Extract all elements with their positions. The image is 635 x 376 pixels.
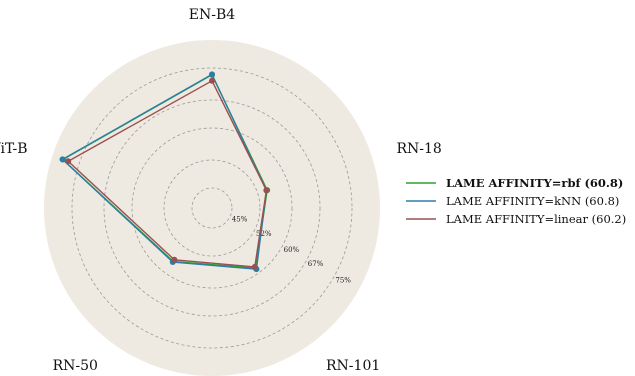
axis-label-vit-b: ViT-B bbox=[0, 141, 27, 157]
radial-grid bbox=[71, 67, 353, 349]
legend-item: LAME AFFINITY=kNN (60.8) bbox=[406, 194, 619, 208]
series-3 bbox=[65, 77, 270, 270]
radial-gridline bbox=[163, 159, 261, 257]
data-point bbox=[171, 256, 178, 263]
radial-tick-labels: 45% 52% 60% 67% 75% bbox=[232, 216, 351, 285]
data-point bbox=[209, 77, 215, 84]
chart-background bbox=[44, 40, 380, 376]
legend-label: LAME AFFINITY=kNN (60.8) bbox=[446, 194, 619, 208]
axis-label-rn-18: RN-18 bbox=[397, 141, 442, 157]
radial-gridline bbox=[191, 187, 233, 229]
legend-item: LAME AFFINITY=linear (60.2) bbox=[406, 212, 626, 226]
axis-label-rn-50: RN-50 bbox=[53, 358, 98, 374]
radial-gridline bbox=[131, 127, 293, 289]
axis-labels: EN-B4 RN-18 RN-101 RN-50 ViT-B bbox=[0, 7, 442, 374]
legend-label: LAME AFFINITY=rbf (60.8) bbox=[446, 176, 623, 190]
radial-tick-label: 45% bbox=[232, 216, 248, 224]
series-layer bbox=[59, 71, 271, 273]
legend-label: LAME AFFINITY=linear (60.2) bbox=[446, 212, 626, 226]
axis-label-en-b4: EN-B4 bbox=[189, 7, 235, 23]
axis-label-rn-101: RN-101 bbox=[326, 358, 380, 374]
data-point bbox=[65, 158, 72, 165]
data-point bbox=[251, 263, 258, 270]
data-point bbox=[209, 71, 215, 78]
series-line bbox=[67, 79, 268, 268]
radial-tick-label: 60% bbox=[284, 246, 300, 254]
radial-tick-label: 52% bbox=[256, 230, 272, 238]
data-point bbox=[59, 156, 66, 163]
legend: LAME AFFINITY=rbf (60.8) LAME AFFINITY=kN… bbox=[406, 176, 626, 226]
radial-gridline bbox=[71, 67, 353, 349]
radial-tick-label: 75% bbox=[335, 276, 351, 284]
radial-gridline bbox=[103, 99, 321, 317]
radial-tick-label: 67% bbox=[308, 260, 324, 268]
legend-item: LAME AFFINITY=rbf (60.8) bbox=[406, 176, 623, 190]
data-point bbox=[263, 187, 270, 194]
